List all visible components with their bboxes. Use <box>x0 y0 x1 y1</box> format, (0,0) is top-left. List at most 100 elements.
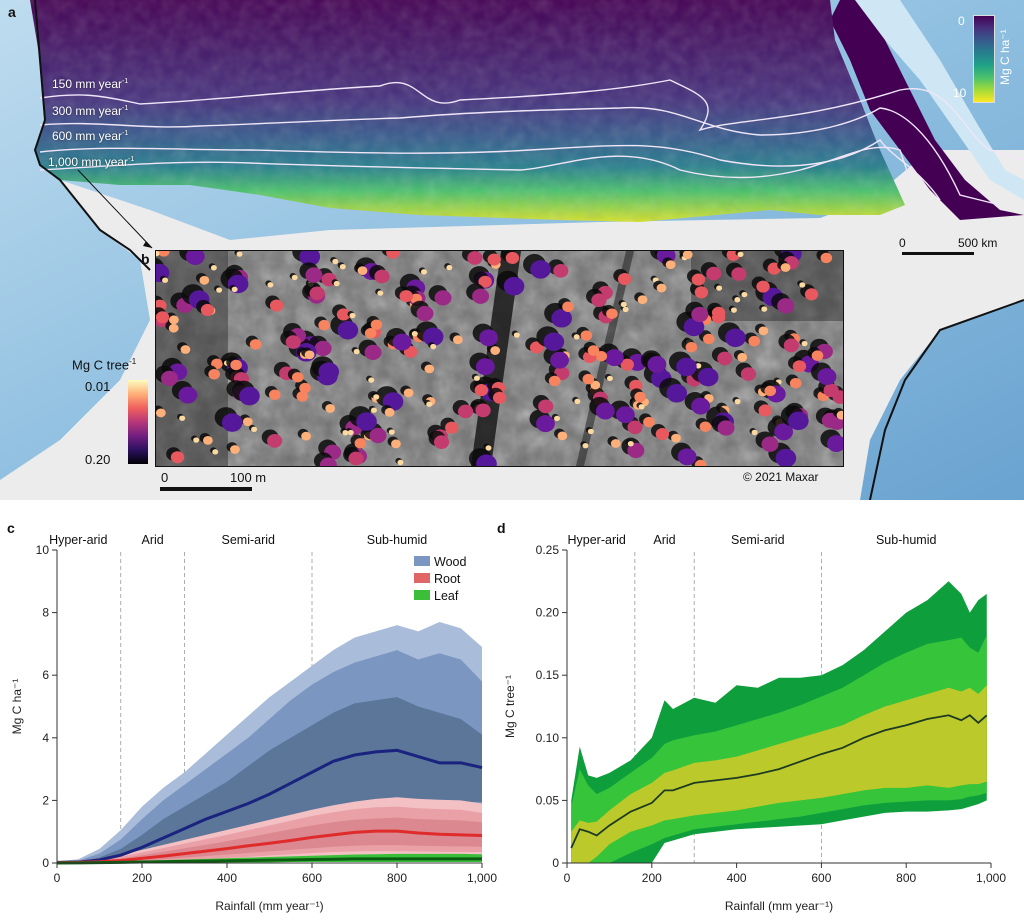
legend-swatch-wood <box>414 556 430 566</box>
tree-crown <box>677 448 697 466</box>
climate-zone-label: Hyper-arid <box>49 533 107 547</box>
tree-crown <box>476 454 497 466</box>
tree-crown <box>617 273 632 286</box>
tree-crown <box>811 350 824 361</box>
tree-crown <box>591 293 607 308</box>
tree-crown <box>574 398 581 405</box>
tree-crown <box>325 404 336 413</box>
tree-crown <box>691 306 709 323</box>
tree-crown <box>503 276 525 296</box>
tree-crown <box>643 416 655 428</box>
tree-crown <box>374 269 390 284</box>
tree-crown <box>299 382 311 394</box>
tree-crown <box>627 442 645 459</box>
tree-crown <box>836 410 843 420</box>
tree-crown <box>392 333 412 351</box>
tree-crown <box>543 332 565 352</box>
tree-crown <box>587 345 600 356</box>
tree-crown <box>386 251 400 259</box>
legend-label: Leaf <box>434 589 459 603</box>
tree-crown <box>285 335 301 349</box>
tree-crown <box>231 286 238 293</box>
tree-crown <box>434 290 452 306</box>
tree-crown <box>730 307 737 313</box>
tree-crown <box>474 384 489 397</box>
tree-crown <box>580 330 593 341</box>
isohyet-text: 300 mm year <box>52 104 123 118</box>
tree-crown <box>161 370 179 387</box>
tree-crown <box>318 362 340 381</box>
tree-colorbar-bottom-label: 0.20 <box>85 452 111 467</box>
tree-crown <box>620 358 634 371</box>
tree-crown <box>671 433 681 443</box>
tree-crown <box>168 323 179 333</box>
tree-crown <box>342 429 349 436</box>
panel-label-c: c <box>7 520 15 536</box>
chart-d-carbon-per-tree: 0 0.05 0.10 0.15 0.20 0.25 0 200 400 600 800 1,000 R… <box>500 525 1024 920</box>
tree-crown <box>685 341 698 353</box>
tree-crown <box>548 375 561 387</box>
tree-crown <box>774 423 793 441</box>
climate-zone-label: Sub-humid <box>876 533 936 547</box>
tree-crown <box>467 251 483 265</box>
tree-crown <box>349 312 356 319</box>
tree-crown <box>239 386 260 406</box>
tree-crown <box>634 391 646 403</box>
tree-crown <box>764 385 777 397</box>
tree-crown <box>821 412 839 429</box>
tree-crown <box>369 427 387 444</box>
x-tick-label: 600 <box>811 871 831 885</box>
tree-crown <box>553 263 569 278</box>
tree-crown <box>388 429 395 435</box>
tree-crown <box>717 351 733 366</box>
tree-crown <box>397 459 404 466</box>
tree-crown <box>318 319 330 331</box>
y-axis-label: Mg C tree⁻¹ <box>503 675 517 738</box>
tree-crown <box>210 265 217 271</box>
median-line <box>56 748 483 864</box>
tree-crown <box>691 397 711 415</box>
tree-crown <box>221 413 243 432</box>
tree-crown <box>615 406 635 424</box>
tree-crown <box>694 286 709 299</box>
panel-label-d: d <box>497 520 506 536</box>
isohyet-text: 1,000 mm year <box>48 155 129 169</box>
tree-crown <box>424 364 435 374</box>
tree-crown <box>291 274 298 281</box>
tree-crown <box>530 260 551 279</box>
legend-label: Wood <box>434 555 466 569</box>
climate-zone-label: Sub-humid <box>367 533 427 547</box>
tree-crown <box>557 431 568 441</box>
tree-crown <box>384 407 395 417</box>
tree-crown <box>655 428 670 441</box>
x-tick-label: 600 <box>302 871 322 885</box>
tree-crown <box>339 264 346 270</box>
tree-crown <box>783 338 799 353</box>
tree-crown <box>676 357 697 377</box>
tree-crown <box>804 288 819 301</box>
tree-crown <box>582 443 589 449</box>
tree-crown <box>699 421 712 432</box>
x-tick-label: 200 <box>642 871 662 885</box>
tree-crown <box>251 426 258 433</box>
tree-crown <box>422 327 444 347</box>
tree-crown <box>775 448 797 466</box>
climate-zone-label: Arid <box>142 533 164 547</box>
legend-swatch-root <box>414 573 430 583</box>
y-tick-label: 4 <box>42 731 49 745</box>
tree-crown <box>554 415 561 422</box>
y-tick-label: 10 <box>36 543 50 557</box>
tree-crown <box>731 267 747 281</box>
tree-crown <box>475 358 495 376</box>
median-line <box>56 857 482 865</box>
tree-crown <box>606 308 618 319</box>
tree-crown <box>529 341 544 354</box>
y-tick-label: 0.15 <box>536 668 560 682</box>
tree-colorbar-title-sup: -1 <box>129 357 137 366</box>
tree-crown <box>823 383 839 398</box>
isohyet-sup: -1 <box>128 156 135 163</box>
tree-crown <box>269 299 284 312</box>
tree-crown <box>227 274 249 294</box>
tree-crown <box>199 275 210 285</box>
tree-crown <box>416 305 434 322</box>
